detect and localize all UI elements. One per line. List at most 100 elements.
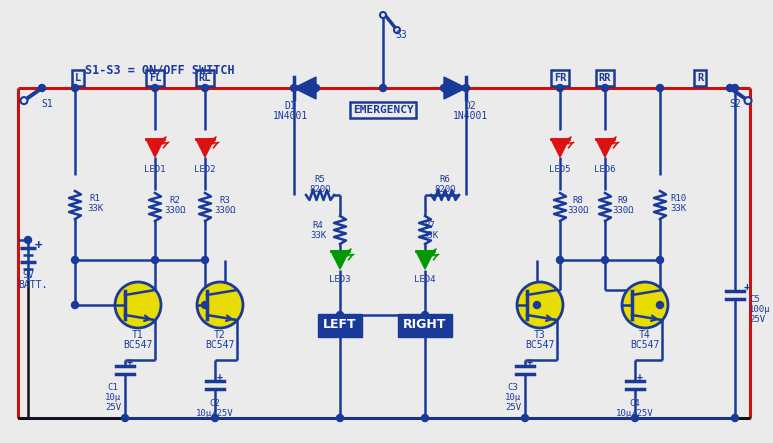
Circle shape — [421, 415, 428, 421]
Text: LEFT: LEFT — [323, 319, 357, 331]
Circle shape — [202, 302, 209, 308]
Circle shape — [601, 256, 608, 264]
Text: C4: C4 — [630, 399, 640, 408]
Polygon shape — [416, 251, 434, 269]
Text: R8: R8 — [573, 195, 584, 205]
Circle shape — [622, 282, 668, 328]
Text: C2: C2 — [209, 399, 220, 408]
Circle shape — [202, 85, 209, 92]
Text: 1N4001: 1N4001 — [272, 111, 308, 121]
Polygon shape — [196, 139, 214, 157]
Circle shape — [71, 302, 79, 308]
Circle shape — [202, 256, 209, 264]
Text: S1-S3 = ON/OFF SWITCH: S1-S3 = ON/OFF SWITCH — [85, 63, 235, 77]
Circle shape — [731, 85, 738, 92]
Text: L: L — [75, 73, 81, 83]
Text: 820Ω: 820Ω — [309, 184, 331, 194]
Polygon shape — [331, 251, 349, 269]
Text: 33K: 33K — [87, 203, 103, 213]
Circle shape — [336, 415, 343, 421]
Text: LED6: LED6 — [594, 166, 616, 175]
Text: BC547: BC547 — [526, 340, 555, 350]
Text: 10μ/25V: 10μ/25V — [616, 408, 654, 417]
Text: LEFT: LEFT — [323, 319, 357, 331]
Circle shape — [656, 85, 663, 92]
Text: LED4: LED4 — [414, 276, 436, 284]
Circle shape — [656, 256, 663, 264]
Text: +: + — [744, 282, 751, 292]
Text: R1: R1 — [90, 194, 100, 202]
Text: BATT.: BATT. — [18, 280, 47, 290]
Text: C1: C1 — [107, 384, 118, 392]
Text: 330Ω: 330Ω — [612, 206, 634, 214]
Text: R7: R7 — [424, 221, 435, 229]
Circle shape — [421, 311, 428, 319]
Circle shape — [601, 85, 608, 92]
Text: S3: S3 — [395, 30, 407, 40]
Circle shape — [731, 415, 738, 421]
Text: RIGHT: RIGHT — [404, 319, 447, 331]
Text: T4: T4 — [639, 330, 651, 340]
Circle shape — [744, 97, 751, 104]
Text: +: + — [217, 372, 223, 382]
Circle shape — [441, 85, 448, 92]
Circle shape — [557, 256, 564, 264]
Text: C5: C5 — [749, 295, 760, 304]
Text: 330Ω: 330Ω — [164, 206, 186, 214]
Text: 9V: 9V — [22, 270, 34, 280]
Text: LED1: LED1 — [145, 166, 165, 175]
Text: 25V: 25V — [505, 404, 521, 412]
Text: BC547: BC547 — [630, 340, 659, 350]
Text: 10μ: 10μ — [105, 393, 121, 403]
Text: BC547: BC547 — [206, 340, 235, 350]
Circle shape — [394, 27, 400, 33]
Circle shape — [115, 282, 161, 328]
Text: C3: C3 — [508, 384, 519, 392]
Circle shape — [121, 415, 128, 421]
Text: RL: RL — [199, 73, 211, 83]
Text: S1: S1 — [41, 99, 53, 109]
Text: R3: R3 — [220, 195, 230, 205]
Circle shape — [212, 415, 219, 421]
Circle shape — [462, 85, 469, 92]
Text: R4: R4 — [312, 221, 323, 229]
Circle shape — [312, 85, 319, 92]
Text: RR: RR — [599, 73, 611, 83]
Text: T1: T1 — [132, 330, 144, 340]
Polygon shape — [596, 139, 614, 157]
Text: 10μ: 10μ — [505, 393, 521, 403]
Text: S2: S2 — [729, 99, 741, 109]
Text: R9: R9 — [618, 195, 628, 205]
Text: +: + — [127, 357, 133, 367]
Circle shape — [533, 302, 540, 308]
Circle shape — [632, 415, 638, 421]
Text: 330Ω: 330Ω — [567, 206, 589, 214]
Polygon shape — [551, 139, 569, 157]
Text: EMERGENCY: EMERGENCY — [352, 105, 414, 115]
Text: D2: D2 — [464, 101, 476, 111]
Text: 33K: 33K — [422, 230, 438, 240]
Circle shape — [152, 85, 158, 92]
Text: 820Ω: 820Ω — [434, 184, 456, 194]
Polygon shape — [294, 77, 316, 99]
Text: FL: FL — [148, 73, 162, 83]
Circle shape — [39, 85, 46, 92]
Text: R5: R5 — [315, 175, 325, 183]
Text: 1N4001: 1N4001 — [452, 111, 488, 121]
Circle shape — [517, 282, 563, 328]
Text: BC547: BC547 — [124, 340, 153, 350]
Circle shape — [557, 85, 564, 92]
Text: 25V: 25V — [105, 404, 121, 412]
Circle shape — [20, 97, 28, 104]
Text: FR: FR — [553, 73, 567, 83]
Text: LED2: LED2 — [194, 166, 216, 175]
Polygon shape — [146, 139, 164, 157]
Circle shape — [380, 12, 386, 18]
Circle shape — [152, 256, 158, 264]
Text: +: + — [34, 238, 42, 252]
Text: T3: T3 — [534, 330, 546, 340]
Circle shape — [522, 415, 529, 421]
Text: R2: R2 — [169, 195, 180, 205]
Text: 33K: 33K — [670, 203, 686, 213]
Text: +: + — [527, 357, 533, 367]
